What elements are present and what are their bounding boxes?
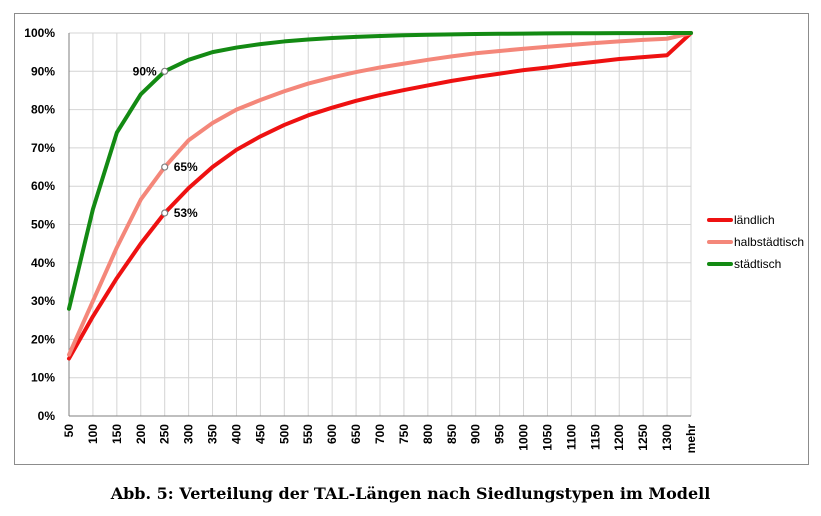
series-lines	[67, 31, 693, 361]
y-tick-label: 30%	[31, 294, 55, 308]
x-tick-label: 350	[206, 424, 220, 444]
y-tick-label: 40%	[31, 256, 55, 270]
x-tick-label: 600	[325, 424, 339, 444]
x-tick-label: 1200	[612, 424, 626, 451]
series-line-3	[67, 31, 693, 311]
annotation-label: 90%	[133, 64, 157, 78]
x-tick-label: 500	[277, 424, 291, 444]
legend-label: halbstädtisch	[734, 235, 804, 249]
x-tick-label: 1050	[540, 424, 554, 451]
legend-label: ländlich	[734, 213, 775, 227]
legend-label: städtisch	[734, 257, 781, 271]
y-tick-labels: 0% 10% 20% 30% 40% 50% 60% 70% 80% 90% 100%	[24, 26, 55, 423]
x-tick-label: 200	[134, 424, 148, 444]
x-tick-label: 850	[445, 424, 459, 444]
legend: ländlich halbstädtisch städtisch	[707, 213, 804, 271]
series-line-1	[67, 31, 693, 361]
annotation-label: 65%	[174, 160, 198, 174]
x-tick-label: 800	[421, 424, 435, 444]
x-tick-label: 550	[301, 424, 315, 444]
annotations: 90% 65% 53%	[133, 64, 198, 220]
x-tick-label: 100	[86, 424, 100, 444]
x-tick-label: 700	[373, 424, 387, 444]
x-tick-label: 250	[158, 424, 172, 444]
y-tick-label: 50%	[31, 218, 55, 232]
x-tick-label: 1000	[517, 424, 531, 451]
x-tick-label: 450	[253, 424, 267, 444]
x-tick-label: 1250	[636, 424, 650, 451]
line-chart: 0% 10% 20% 30% 40% 50% 60% 70% 80% 90% 100% 50 100 1…	[24, 26, 804, 454]
x-tick-label: 900	[469, 424, 483, 444]
x-tick-label: 650	[349, 424, 363, 444]
x-tick-label: 150	[110, 424, 124, 444]
x-tick-label: 750	[397, 424, 411, 444]
x-tick-label: 1300	[660, 424, 674, 451]
y-tick-label: 100%	[24, 26, 55, 40]
y-tick-label: 70%	[31, 141, 55, 155]
y-tick-label: 20%	[31, 332, 55, 346]
figure-caption: Abb. 5: Verteilung der TAL-Längen nach S…	[110, 484, 711, 503]
annotation-label: 53%	[174, 206, 198, 220]
gridlines	[68, 32, 692, 417]
y-tick-label: 0%	[38, 409, 56, 423]
annotation-marker	[161, 209, 169, 217]
y-tick-label: 10%	[31, 371, 55, 385]
annotation-marker	[161, 67, 169, 75]
x-tick-label: 50	[62, 424, 76, 438]
annotation-marker	[161, 163, 169, 171]
x-tick-label: mehr	[684, 424, 698, 454]
x-tick-label: 300	[182, 424, 196, 444]
x-tick-label: 1100	[564, 424, 578, 450]
y-tick-label: 60%	[31, 179, 55, 193]
x-tick-label: 950	[493, 424, 507, 444]
series-line-2	[67, 31, 693, 357]
chart-frame: 0% 10% 20% 30% 40% 50% 60% 70% 80% 90% 100% 50 100 1…	[14, 13, 809, 465]
y-tick-label: 90%	[31, 64, 55, 78]
y-tick-label: 80%	[31, 103, 55, 117]
x-tick-label: 400	[229, 424, 243, 444]
x-tick-label: 1150	[588, 424, 602, 450]
x-tick-labels: 50 100 150 200 250 300 350 400 450 500 550 600 650 70…	[62, 424, 698, 454]
